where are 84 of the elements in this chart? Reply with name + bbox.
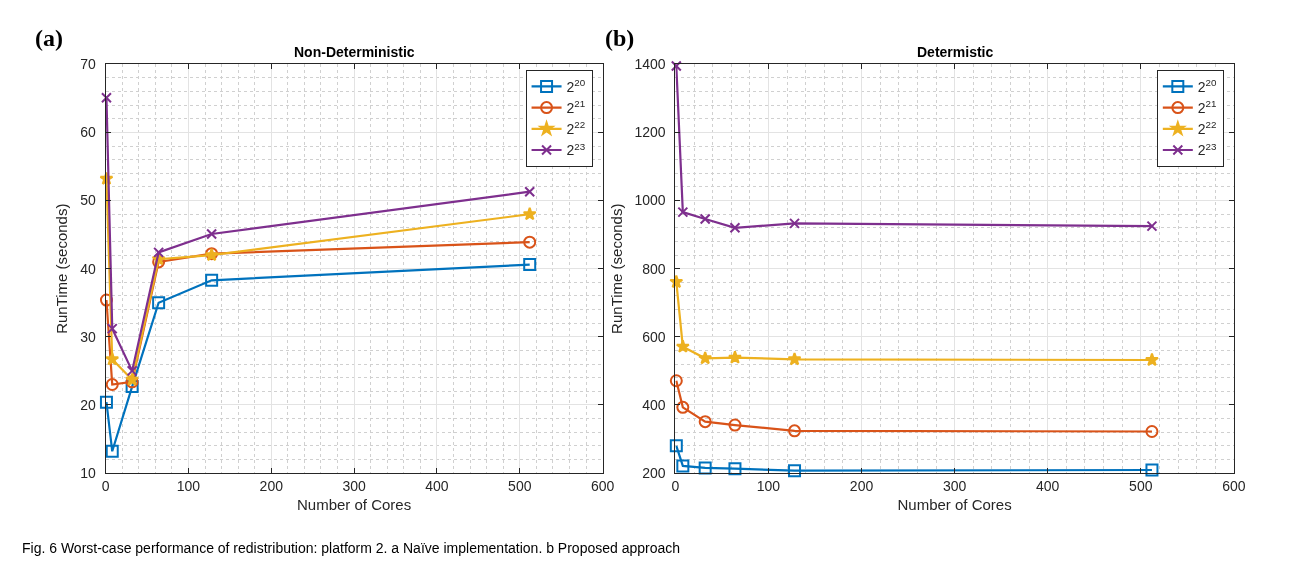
point xyxy=(126,365,138,377)
point xyxy=(106,323,118,335)
x-tick-label: 300 xyxy=(942,477,967,494)
x-tick-label: 600 xyxy=(590,477,615,494)
legend-label: 2$^{23}$ xyxy=(566,140,586,159)
point xyxy=(1145,463,1159,477)
y-tick-label: 600 xyxy=(642,328,666,345)
point xyxy=(727,350,742,364)
point xyxy=(728,462,742,476)
point xyxy=(1145,425,1159,439)
x-tick-label: 100 xyxy=(756,477,781,494)
point xyxy=(670,60,682,72)
point xyxy=(788,424,802,438)
point xyxy=(669,374,683,388)
x-axis-title: Number of Cores xyxy=(297,495,412,513)
point xyxy=(125,380,139,394)
y-tick-label: 200 xyxy=(642,464,666,481)
legend-label: 2$^{21}$ xyxy=(566,98,586,117)
point xyxy=(675,339,690,353)
point xyxy=(677,206,689,218)
legend-label: 2$^{22}$ xyxy=(1197,119,1217,138)
point xyxy=(698,461,712,475)
point xyxy=(789,217,801,229)
y-tick-label: 10 xyxy=(80,464,97,481)
chart-title: Non-Deterministic xyxy=(294,44,415,60)
y-tick-label: 70 xyxy=(80,56,97,73)
point xyxy=(698,350,713,365)
y-axis-title: RunTime (seconds) xyxy=(607,203,625,334)
chart-title: Determistic xyxy=(917,44,994,60)
y-tick-label: 1000 xyxy=(634,192,666,209)
y-tick-label: 50 xyxy=(80,192,97,209)
point xyxy=(205,273,219,287)
point xyxy=(100,92,112,104)
x-tick-label: 400 xyxy=(1036,477,1060,494)
x-tick-label: 500 xyxy=(508,477,532,494)
point xyxy=(676,400,690,414)
y-tick-label: 800 xyxy=(642,260,666,277)
y-tick-label: 1200 xyxy=(634,124,666,141)
point xyxy=(788,464,802,478)
point xyxy=(1144,352,1159,367)
point xyxy=(1146,220,1158,232)
legend-label: 2$^{20}$ xyxy=(1197,76,1218,95)
legend-label: 2$^{22}$ xyxy=(566,119,586,138)
x-tick-label: 300 xyxy=(342,477,366,494)
legend-label: 2$^{23}$ xyxy=(1197,140,1218,159)
x-axis-title: Number of Cores xyxy=(897,495,1012,513)
x-tick-label: 200 xyxy=(259,477,284,494)
x-tick-label: 400 xyxy=(425,477,449,494)
point xyxy=(105,352,120,366)
y-tick-label: 60 xyxy=(80,124,97,141)
point xyxy=(524,186,536,198)
point xyxy=(699,213,711,225)
point xyxy=(105,444,119,458)
text: (a) xyxy=(35,25,63,51)
x-tick-label: 0 xyxy=(671,477,680,494)
text: (b) xyxy=(605,25,635,51)
y-tick-label: 20 xyxy=(80,396,97,413)
point xyxy=(523,235,537,249)
x-tick-label: 500 xyxy=(1129,477,1153,494)
point xyxy=(206,228,218,240)
point xyxy=(152,296,166,310)
y-tick-label: 40 xyxy=(80,260,97,277)
point xyxy=(698,415,712,429)
x-tick-label: 200 xyxy=(849,477,874,494)
x-tick-label: 100 xyxy=(176,477,201,494)
y-axis-title: RunTime (seconds) xyxy=(53,203,71,334)
point xyxy=(105,378,119,392)
legend-label: 2$^{20}$ xyxy=(566,76,586,95)
caption: Fig. 6 Worst-case performance of redistribution: platform 2. a Naïve implementation. b Proposed approach xyxy=(22,540,681,556)
x-tick-label: 0 xyxy=(101,477,110,494)
y-tick-label: 1400 xyxy=(634,56,666,73)
point xyxy=(153,246,165,258)
point xyxy=(729,222,741,234)
legend-label: 2$^{21}$ xyxy=(1197,98,1217,117)
point xyxy=(99,395,113,409)
point xyxy=(728,418,742,432)
point xyxy=(669,439,683,453)
point xyxy=(676,459,690,473)
y-tick-label: 400 xyxy=(642,396,666,413)
point xyxy=(523,258,537,272)
point xyxy=(522,206,537,221)
y-tick-label: 30 xyxy=(80,328,97,345)
point xyxy=(787,352,802,366)
x-tick-label: 600 xyxy=(1222,477,1246,494)
